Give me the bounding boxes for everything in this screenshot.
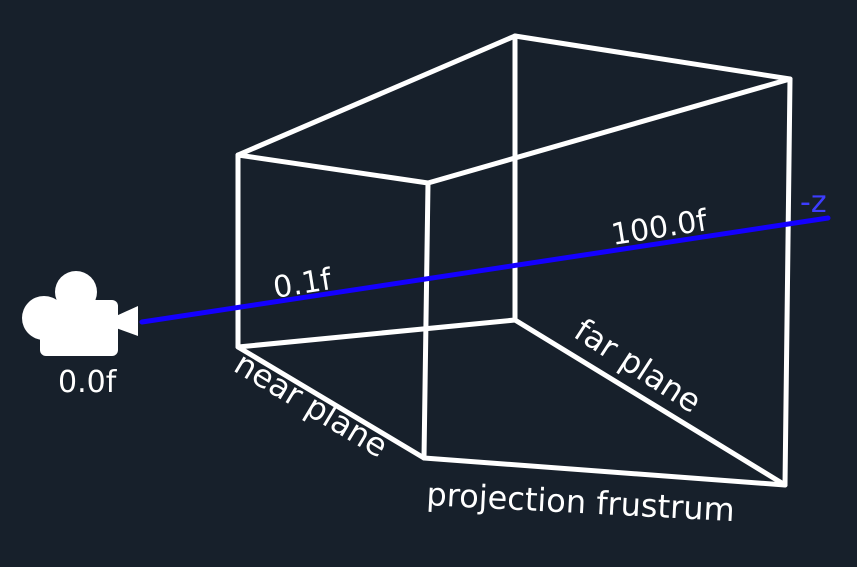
camera-position-label: 0.0f	[58, 365, 118, 400]
frustum-edge-bottom-back	[512, 317, 788, 488]
frustum-wireframe	[235, 33, 793, 488]
frustum-edge-bottom-front	[421, 455, 788, 488]
camera-icon	[22, 271, 138, 356]
z-axis-label: -z	[800, 185, 827, 220]
frustum-edge-near-bottom-back	[235, 317, 518, 350]
frustum-edge-far-top-back	[512, 33, 793, 82]
z-axis-line	[139, 215, 831, 325]
frustum-edge-far-vertical	[782, 76, 793, 488]
frustum-edge-near-top-back	[235, 33, 518, 158]
frustum-edge-top-front	[425, 76, 793, 186]
